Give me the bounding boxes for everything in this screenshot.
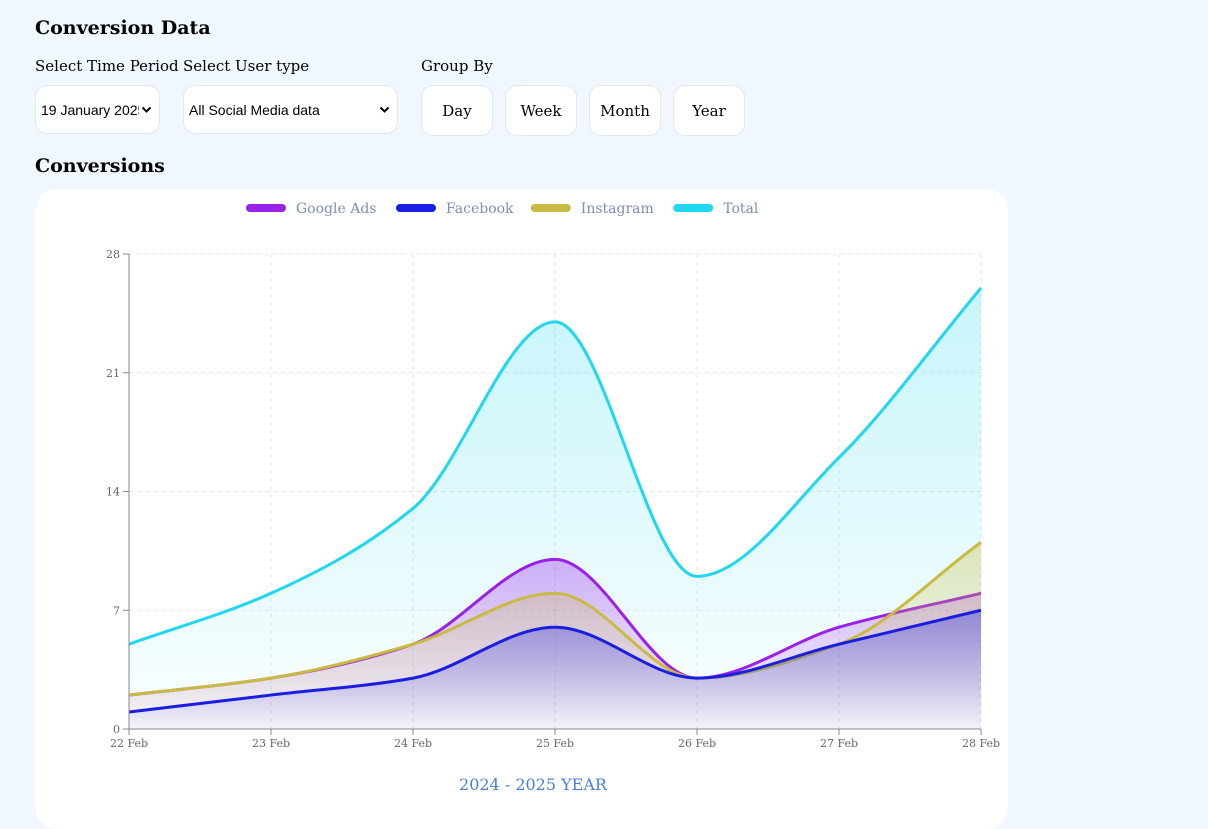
series-area-facebook: [129, 610, 981, 729]
chevron-down-icon: [377, 103, 391, 117]
group-by-label: Group By: [421, 57, 493, 75]
legend-swatch: [246, 204, 286, 212]
y-tick-label: 14: [106, 486, 120, 499]
legend-label: Total: [723, 201, 759, 217]
legend-swatch: [530, 204, 571, 212]
x-tick-label: 27 Feb: [820, 737, 858, 750]
x-tick-label: 26 Feb: [678, 737, 716, 750]
time-period-label: Select Time Period: [35, 57, 179, 75]
chevron-down-icon: [139, 103, 153, 117]
series-area-total: [129, 287, 981, 729]
group-by-week-button[interactable]: Week: [505, 85, 577, 136]
user-type-select[interactable]: All Social Media data: [183, 85, 398, 134]
legend-label: Google Ads: [296, 201, 376, 217]
chart-card: 0 7 14 21 28 22 Feb 23 Feb 24 Feb 25 Feb 26 Feb 27…: [35, 189, 1008, 829]
legend-swatch: [673, 204, 714, 212]
group-by-day-button[interactable]: Day: [421, 85, 493, 136]
legend-swatch: [396, 204, 436, 212]
page-title: Conversion Data: [35, 17, 211, 39]
chart-legend: Google Ads Facebook Instagram Total: [246, 201, 759, 217]
legend-label: Facebook: [446, 201, 514, 217]
x-tick-label: 22 Feb: [110, 737, 148, 750]
x-tick-label: 24 Feb: [394, 737, 432, 750]
y-tick-label: 21: [106, 367, 120, 380]
section-title: Conversions: [35, 155, 165, 177]
time-period-select[interactable]: 19 January 2025: [35, 85, 160, 134]
user-type-value: All Social Media data: [189, 101, 320, 118]
series-line-total: [128, 286, 983, 646]
x-tick-label: 25 Feb: [536, 737, 574, 750]
group-by-year-button[interactable]: Year: [673, 85, 745, 136]
group-by-month-button[interactable]: Month: [589, 85, 661, 136]
y-tick-label: 28: [106, 248, 120, 261]
legend-label: Instagram: [581, 201, 654, 217]
time-period-value: 19 January 2025: [41, 101, 139, 118]
user-type-label: Select User type: [183, 57, 310, 75]
x-tick-label: 28 Feb: [962, 737, 1000, 750]
x-tick-label: 23 Feb: [252, 737, 290, 750]
series-line-facebook: [128, 608, 982, 714]
y-tick-label: 0: [113, 723, 120, 736]
x-axis-title: 2024 - 2025 YEAR: [459, 775, 608, 794]
y-tick-label: 7: [113, 604, 120, 617]
conversions-chart: 0 7 14 21 28 22 Feb 23 Feb 24 Feb 25 Feb 26 Feb 27…: [106, 201, 1000, 794]
